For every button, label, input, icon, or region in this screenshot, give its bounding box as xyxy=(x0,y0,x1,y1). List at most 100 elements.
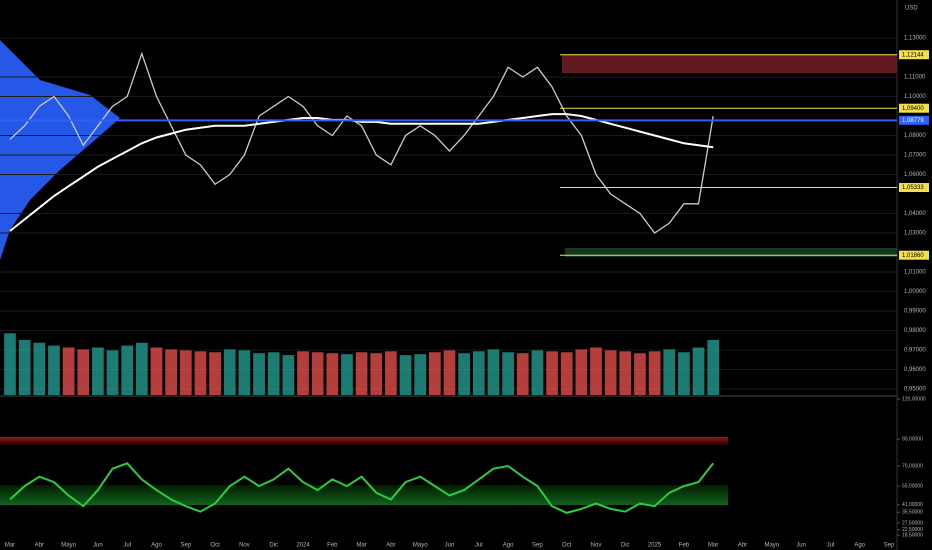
volume-bar xyxy=(443,350,456,395)
y-tick-label: 22,50000 xyxy=(902,527,923,533)
volume-bar xyxy=(458,353,471,395)
volume-bar xyxy=(370,353,383,395)
currency-label: USD xyxy=(905,6,918,12)
y-tick-label: 0,98000 xyxy=(904,328,926,334)
volume-bar xyxy=(575,349,588,395)
y-tick-label: 1,13000 xyxy=(904,36,926,42)
level-tag xyxy=(899,103,929,113)
x-tick-label: Mayo xyxy=(413,543,428,549)
x-tick-label: Dic xyxy=(621,543,630,549)
volume-bar xyxy=(428,352,441,395)
x-tick-label: Jun xyxy=(445,543,455,549)
level-tag xyxy=(899,115,929,125)
volume-bar xyxy=(77,349,90,395)
volume-bar xyxy=(253,353,265,395)
level-tag xyxy=(899,50,929,60)
volume-bar xyxy=(238,350,251,395)
x-tick-label: Mayo xyxy=(61,543,76,549)
y-tick-label: 35,50000 xyxy=(902,510,923,516)
volume-bar xyxy=(472,351,485,395)
volume-bar xyxy=(135,342,148,395)
x-tick-label: Abr xyxy=(35,543,44,549)
x-tick-label: Jul xyxy=(827,543,835,549)
y-tick-label: 1,08000 xyxy=(904,133,926,139)
volume-bar xyxy=(121,345,134,395)
x-tick-label: Mayo xyxy=(764,543,779,549)
volume-bar xyxy=(663,349,676,395)
level-label: 1,08779 xyxy=(902,118,924,124)
volume-bar xyxy=(223,349,236,395)
volume-bar xyxy=(92,347,104,395)
level-label: 1,05333 xyxy=(902,185,924,191)
volume-bar xyxy=(546,351,558,395)
volume-bar xyxy=(531,350,544,395)
x-tick-label: Abr xyxy=(738,543,747,549)
level-tag xyxy=(899,183,929,193)
y-tick-label: 1,01000 xyxy=(904,270,926,276)
volume-bar xyxy=(194,351,207,395)
x-tick-label: Jul xyxy=(475,543,483,549)
x-tick-label: Mar xyxy=(708,543,718,549)
volume-bar xyxy=(355,352,368,395)
volume-bar xyxy=(311,352,324,395)
x-tick-label: Abr xyxy=(386,543,395,549)
volume-bar xyxy=(414,354,427,395)
volume-bar xyxy=(62,347,75,395)
x-tick-label: Oct xyxy=(562,543,572,549)
x-tick-label: Jul xyxy=(123,543,131,549)
y-tick-label: 0,97000 xyxy=(904,348,926,354)
oscillator-upper-band xyxy=(0,437,728,445)
volume-bar xyxy=(634,353,646,395)
y-tick-label: 1,00000 xyxy=(904,289,926,295)
volume-bar xyxy=(604,350,617,395)
x-tick-label: Jun xyxy=(93,543,103,549)
y-tick-label: 55,00000 xyxy=(902,483,923,489)
y-tick-label: 1,06000 xyxy=(904,172,926,178)
volume-bar xyxy=(150,347,163,395)
oscillator-lower-band xyxy=(0,485,728,505)
x-tick-label: Ago xyxy=(503,543,514,549)
supply-zone xyxy=(562,55,897,73)
volume-bar xyxy=(692,347,705,395)
y-tick-label: 27,50000 xyxy=(902,520,923,526)
y-tick-label: 1,03000 xyxy=(904,231,926,237)
demand-zone xyxy=(565,248,897,257)
volume-bar xyxy=(48,345,60,395)
y-tick-label: 1,04000 xyxy=(904,211,926,217)
volume-bar xyxy=(487,349,500,395)
volume-bar xyxy=(267,352,280,395)
volume-bar xyxy=(209,352,221,395)
volume-bar xyxy=(282,355,295,395)
y-tick-label: 1,10000 xyxy=(904,94,926,100)
volume-bar xyxy=(33,342,46,395)
x-tick-label: Jun xyxy=(796,543,806,549)
x-tick-label: Feb xyxy=(679,543,690,549)
price-line xyxy=(9,51,714,234)
y-tick-label: 70,00000 xyxy=(902,463,923,469)
level-label: 1,01860 xyxy=(902,253,924,259)
x-tick-label: 2024 xyxy=(296,543,310,549)
level-label: 1,12144 xyxy=(902,52,924,58)
oscillator-line xyxy=(9,462,714,514)
y-tick-label: 1,11000 xyxy=(904,75,926,81)
y-tick-label: 0,96000 xyxy=(904,367,926,373)
volume-bar xyxy=(678,352,690,395)
x-tick-label: Feb xyxy=(327,543,338,549)
x-tick-label: Mar xyxy=(5,543,15,549)
y-tick-label: 1,07000 xyxy=(904,153,926,159)
level-tag xyxy=(899,250,929,260)
volume-bar xyxy=(516,353,529,395)
x-tick-label: Ago xyxy=(151,543,162,549)
volume-bar xyxy=(18,339,31,395)
volume-bar xyxy=(502,352,514,395)
volume-bar xyxy=(648,351,661,395)
x-tick-label: Nov xyxy=(239,543,250,549)
volume-bar xyxy=(165,349,178,395)
volume-bar xyxy=(590,347,602,395)
x-tick-label: Nov xyxy=(591,543,602,549)
x-tick-label: Sep xyxy=(532,543,543,549)
x-tick-label: Oct xyxy=(210,543,220,549)
